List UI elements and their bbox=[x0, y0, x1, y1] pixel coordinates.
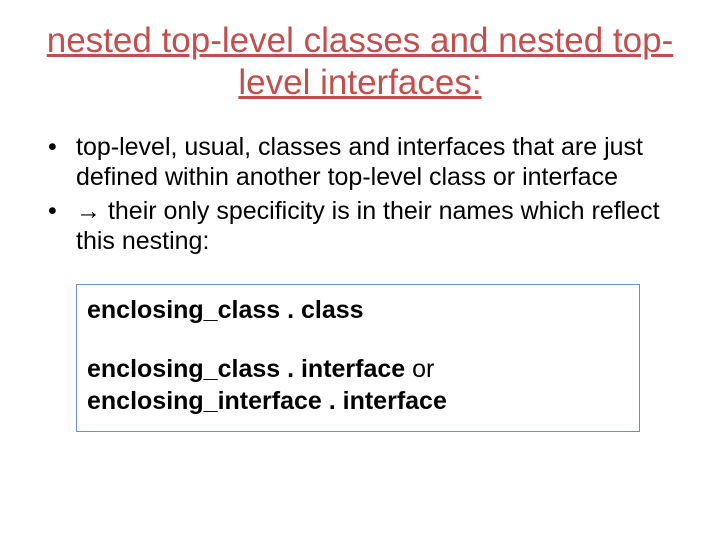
or-text: or bbox=[405, 355, 434, 383]
bullet-text: their only specificity is in their names… bbox=[76, 197, 660, 255]
spacer bbox=[87, 326, 629, 354]
bullet-text: top-level, usual, classes and interfaces… bbox=[76, 133, 643, 191]
arrow-icon: → bbox=[76, 197, 101, 225]
code-text: enclosing_class . interface bbox=[87, 355, 405, 383]
code-line: enclosing_interface . interface bbox=[87, 386, 629, 417]
code-box: enclosing_class . class enclosing_class … bbox=[76, 284, 640, 432]
bullet-item: → their only specificity is in their nam… bbox=[40, 196, 680, 256]
bullet-item: top-level, usual, classes and interfaces… bbox=[40, 132, 680, 192]
slide-title: nested top-level classes and nested top-… bbox=[40, 20, 680, 104]
code-line: enclosing_class . interface or bbox=[87, 354, 629, 385]
bullet-list: top-level, usual, classes and interfaces… bbox=[40, 132, 680, 256]
code-line: enclosing_class . class bbox=[87, 295, 629, 326]
